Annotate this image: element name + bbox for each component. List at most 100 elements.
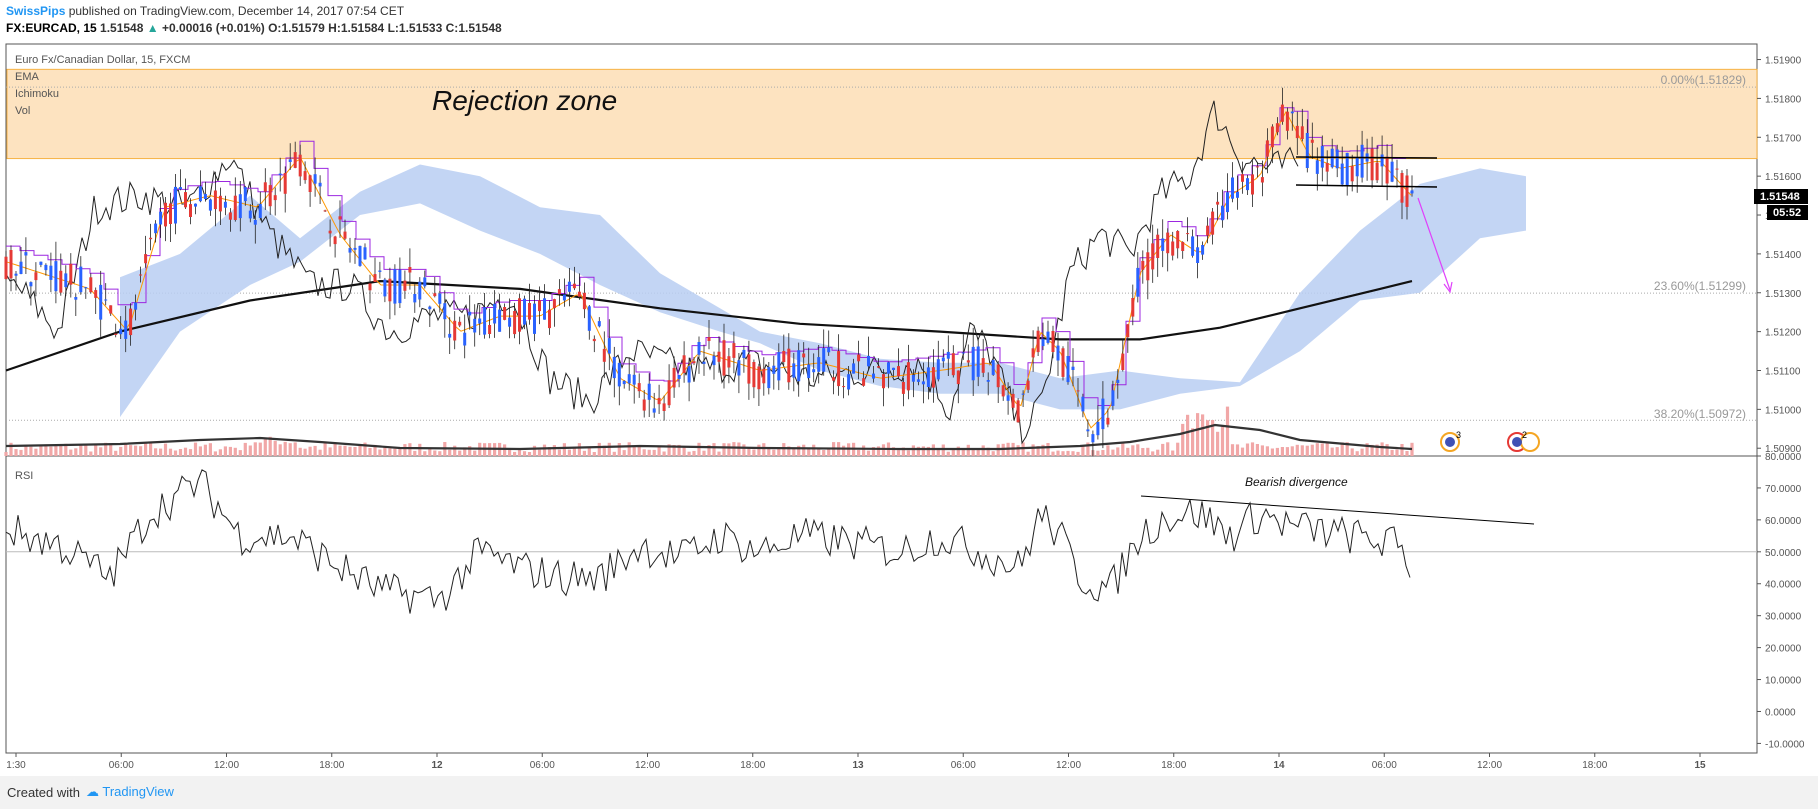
candle-body bbox=[1121, 353, 1125, 370]
close-label: C: bbox=[445, 21, 459, 35]
close-value: 1.51548 bbox=[458, 21, 502, 35]
volume-bar bbox=[1016, 445, 1020, 456]
volume-bar bbox=[228, 446, 232, 456]
volume-bar bbox=[876, 446, 881, 456]
candle-body bbox=[358, 245, 362, 266]
volume-bar bbox=[1066, 450, 1070, 456]
volume-bar bbox=[782, 443, 786, 456]
candle-body bbox=[682, 355, 686, 373]
candle-body bbox=[343, 231, 347, 239]
legend-vol[interactable]: Vol bbox=[15, 105, 30, 117]
candle-body bbox=[762, 368, 766, 384]
volume-bar bbox=[916, 446, 920, 456]
candle-body bbox=[348, 248, 352, 253]
event-badge-2[interactable]: 2 bbox=[1507, 430, 1540, 452]
volume-bar bbox=[1295, 444, 1299, 456]
candle-body bbox=[338, 216, 342, 220]
candle-body bbox=[931, 367, 935, 388]
volume-bar bbox=[9, 442, 13, 456]
volume-bar bbox=[263, 439, 267, 456]
current-price-marker: 1.51548 05:52 bbox=[1754, 189, 1808, 220]
candle-body bbox=[1141, 260, 1145, 270]
volume-bar bbox=[1151, 451, 1155, 456]
volume-bar bbox=[1355, 451, 1359, 456]
volume-bar bbox=[74, 448, 78, 456]
candle-body bbox=[582, 292, 586, 310]
candle-body bbox=[263, 182, 267, 192]
candle-body bbox=[533, 303, 536, 334]
candle-body bbox=[727, 356, 731, 368]
candle-body bbox=[577, 291, 581, 297]
volume-bar bbox=[866, 450, 871, 456]
volume-bar bbox=[911, 445, 915, 456]
candle-body bbox=[523, 298, 526, 325]
volume-bar bbox=[1076, 451, 1080, 456]
author-link[interactable]: SwissPips bbox=[6, 4, 66, 18]
candle-body bbox=[906, 362, 910, 391]
chart-area[interactable]: 1.519001.518001.517001.516001.515001.514… bbox=[0, 0, 1818, 776]
volume-bar bbox=[652, 449, 656, 456]
volume-bar bbox=[1041, 444, 1045, 456]
price-tick-label: 1.51800 bbox=[1765, 94, 1802, 105]
volume-bar bbox=[34, 448, 38, 456]
candle-body bbox=[867, 355, 870, 367]
volume-bar bbox=[408, 443, 412, 456]
volume-bar bbox=[14, 449, 18, 456]
volume-bar bbox=[1176, 442, 1180, 456]
candle-body bbox=[518, 298, 521, 332]
volume-bar bbox=[223, 446, 227, 456]
legend-ema[interactable]: EMA bbox=[15, 71, 40, 83]
rsi-tick-label: 0.0000 bbox=[1765, 707, 1796, 718]
candle-body bbox=[1201, 245, 1205, 255]
tradingview-logo[interactable]: ☁ TradingView bbox=[86, 784, 174, 800]
rsi-tick-label: 20.0000 bbox=[1765, 644, 1802, 655]
volume-bar bbox=[134, 445, 138, 456]
drawings[interactable] bbox=[1140, 156, 1535, 525]
candle-body bbox=[198, 186, 202, 202]
volume-bar bbox=[1385, 444, 1389, 456]
candle-body bbox=[557, 289, 561, 295]
time-tick-label: 12:00 bbox=[635, 760, 660, 771]
volume-bar bbox=[109, 443, 113, 456]
volume-bar bbox=[1340, 442, 1344, 456]
candle-body bbox=[124, 320, 128, 339]
volume-bar bbox=[468, 446, 472, 456]
candle-body bbox=[887, 362, 890, 374]
candle-body bbox=[423, 277, 427, 287]
volume-bar bbox=[144, 442, 148, 456]
candle-body bbox=[498, 309, 502, 332]
volume-bar bbox=[657, 446, 661, 456]
high-value: 1.51584 bbox=[340, 21, 385, 35]
volume-bar bbox=[647, 449, 651, 456]
event-badge-1[interactable]: 3 bbox=[1440, 430, 1461, 452]
candle-body bbox=[712, 355, 716, 366]
volume-bar bbox=[393, 448, 397, 456]
candle-body bbox=[323, 210, 327, 212]
time-tick-label: 06:00 bbox=[109, 760, 134, 771]
volume-bar bbox=[178, 449, 183, 456]
candle-body bbox=[1146, 252, 1150, 281]
candle-body bbox=[672, 367, 676, 388]
volume-bar bbox=[901, 447, 905, 456]
candle-body bbox=[79, 266, 83, 293]
candle-body bbox=[1181, 242, 1185, 251]
volume-bar bbox=[1255, 444, 1259, 456]
open-label: O: bbox=[268, 21, 282, 35]
volume-bar bbox=[1230, 444, 1235, 456]
volume-bar bbox=[1121, 442, 1125, 456]
volume-bar bbox=[503, 444, 507, 456]
candle-body bbox=[916, 379, 920, 382]
rejection-zone bbox=[6, 68, 1758, 160]
legend-ichimoku[interactable]: Ichimoku bbox=[15, 88, 59, 100]
volume-bar bbox=[383, 446, 387, 456]
candle-body bbox=[134, 302, 138, 310]
candle-body bbox=[129, 308, 133, 336]
candle-body bbox=[483, 307, 487, 335]
candle-body bbox=[697, 342, 701, 355]
candle-body bbox=[1355, 157, 1359, 177]
volume-bar bbox=[288, 443, 292, 456]
volume-bar bbox=[1315, 443, 1319, 456]
volume-bar bbox=[732, 442, 736, 456]
candle-body bbox=[1101, 398, 1105, 430]
candle-body bbox=[1171, 241, 1175, 256]
